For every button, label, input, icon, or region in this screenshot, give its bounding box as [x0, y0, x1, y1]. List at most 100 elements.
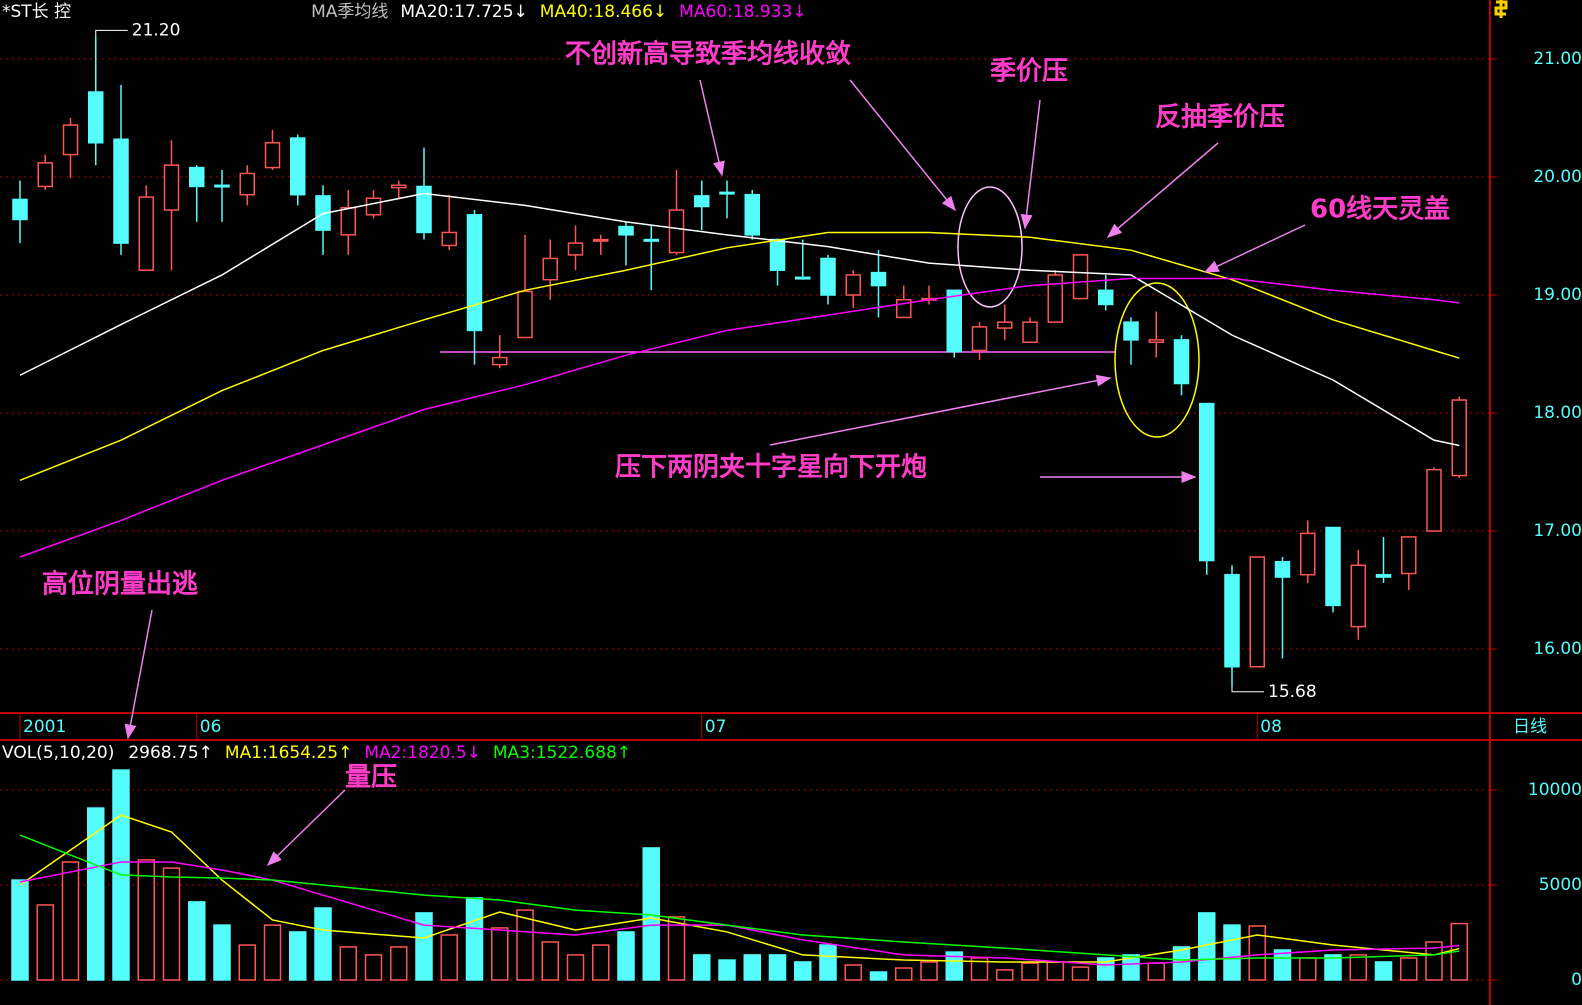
- marks: 21.00 20.00 19.00 18.00 17.00 16.00 2001 06 07 08…: [11, 20, 1582, 990]
- volume-bar: [1400, 957, 1418, 981]
- volume-bar: [970, 957, 989, 981]
- candle-body: [1047, 274, 1063, 323]
- arrow: [769, 374, 1112, 446]
- header-title: VOL(5,10,20): [2, 743, 114, 763]
- volume-bar: [794, 961, 812, 981]
- volume-bar: [440, 934, 458, 981]
- y-tick-label: 18.00: [1533, 403, 1582, 423]
- leader-line: [95, 29, 128, 36]
- candle-body: [365, 197, 382, 216]
- candle-body: [694, 195, 710, 208]
- candle-body: [466, 214, 483, 332]
- candle-body: [795, 276, 811, 280]
- volume-bar: [1021, 962, 1039, 981]
- candle-body: [946, 289, 962, 353]
- volume-bar: [693, 954, 711, 981]
- candle-body: [1199, 402, 1215, 562]
- volume-bar: [743, 954, 761, 981]
- volume-bar: [61, 861, 80, 981]
- x-tick-label: 07: [705, 717, 727, 737]
- header-value: 2968.75: [128, 743, 198, 763]
- candle-body: [719, 191, 735, 195]
- arrow: [1106, 142, 1219, 238]
- volume-bar: [491, 927, 509, 981]
- volume-bar: [87, 807, 105, 981]
- candle-body: [416, 185, 432, 234]
- candle-body: [618, 225, 634, 236]
- arrow: [699, 79, 725, 177]
- volume-bar: [718, 959, 736, 981]
- max-label: 21.20: [132, 20, 181, 40]
- legend-arrow: ↓: [653, 2, 667, 22]
- legend-name: MA3:: [493, 743, 536, 763]
- volume-bar: [1046, 961, 1064, 981]
- candle-body: [163, 164, 180, 211]
- annotation: 60线天灵盖: [1310, 194, 1450, 225]
- candle-body: [1173, 339, 1190, 385]
- candle-body: [997, 321, 1013, 329]
- x-tick-label: 2001: [23, 717, 66, 737]
- volume-bar: [11, 879, 29, 981]
- candle-body: [340, 206, 356, 236]
- candle-body: [1072, 254, 1089, 300]
- candle-body: [517, 290, 533, 339]
- ma-line: [19, 861, 1460, 966]
- annotation: 高位阴量出逃: [42, 569, 198, 600]
- header-arrow: ↑: [199, 743, 213, 763]
- candle-body: [113, 138, 129, 244]
- arrow: [1203, 224, 1306, 273]
- leader-line: [1231, 686, 1264, 693]
- price-header: *ST长 控 MA季均线 MA20:17.725↓ MA40:18.466↓ MA60:…: [2, 2, 807, 22]
- candle-body: [542, 257, 558, 281]
- legend-value: 1654.25: [268, 743, 338, 763]
- annotation: 量压: [345, 763, 397, 793]
- legend-arrow: ↑: [338, 743, 352, 763]
- legend-value: 1522.688: [536, 743, 617, 763]
- y-tick-label: 21.00: [1533, 49, 1582, 69]
- candle-body: [1022, 321, 1038, 343]
- header-subtitle: MA季均线: [311, 2, 388, 22]
- x-tick-label: 08: [1260, 717, 1282, 737]
- legend-value: 18.466: [593, 2, 652, 22]
- volume-bar: [364, 954, 383, 981]
- legend-name: MA60:: [679, 2, 733, 22]
- highlight-ellipse: [957, 186, 1023, 308]
- volume-bar: [667, 916, 686, 981]
- candle-body: [264, 142, 281, 169]
- y-tick-label: 16.00: [1533, 639, 1582, 659]
- volume-bar: [188, 901, 206, 981]
- volume-bar: [1349, 954, 1367, 981]
- candle-body: [138, 196, 154, 271]
- candle-body: [769, 238, 786, 271]
- arrow: [849, 79, 956, 212]
- volume-bar: [1172, 946, 1191, 981]
- volume-bar: [162, 867, 181, 981]
- volume-bar: [1248, 925, 1266, 981]
- y-tick-label: 20.00: [1533, 167, 1582, 187]
- candle-body: [290, 137, 306, 196]
- candle-body: [1401, 536, 1417, 575]
- volume-bar: [314, 907, 332, 981]
- annotation: 反抽季价压: [1155, 103, 1285, 133]
- candle-body: [88, 91, 104, 144]
- y-tick-label: 17.00: [1533, 521, 1582, 541]
- arrow: [266, 789, 346, 867]
- period-label: 日线: [1513, 717, 1547, 737]
- candle-body: [1451, 399, 1467, 477]
- volume-bar: [1273, 949, 1292, 981]
- volume-bar: [996, 969, 1014, 981]
- volume-bar: [617, 931, 635, 981]
- volume-bar: [1374, 961, 1393, 981]
- y-tick-label: 10000: [1528, 780, 1582, 800]
- candle-body: [441, 231, 457, 247]
- candle-body: [239, 172, 255, 196]
- volume-bar: [465, 897, 484, 981]
- candle-body: [870, 271, 887, 287]
- volume-header: VOL(5,10,20) 2968.75↑ MA1:1654.25↑ MA2:1820…: [2, 743, 631, 763]
- candle-body: [492, 356, 508, 366]
- legend-arrow: ↓: [792, 2, 806, 22]
- candle-body: [593, 238, 609, 242]
- volume-bar: [768, 954, 787, 981]
